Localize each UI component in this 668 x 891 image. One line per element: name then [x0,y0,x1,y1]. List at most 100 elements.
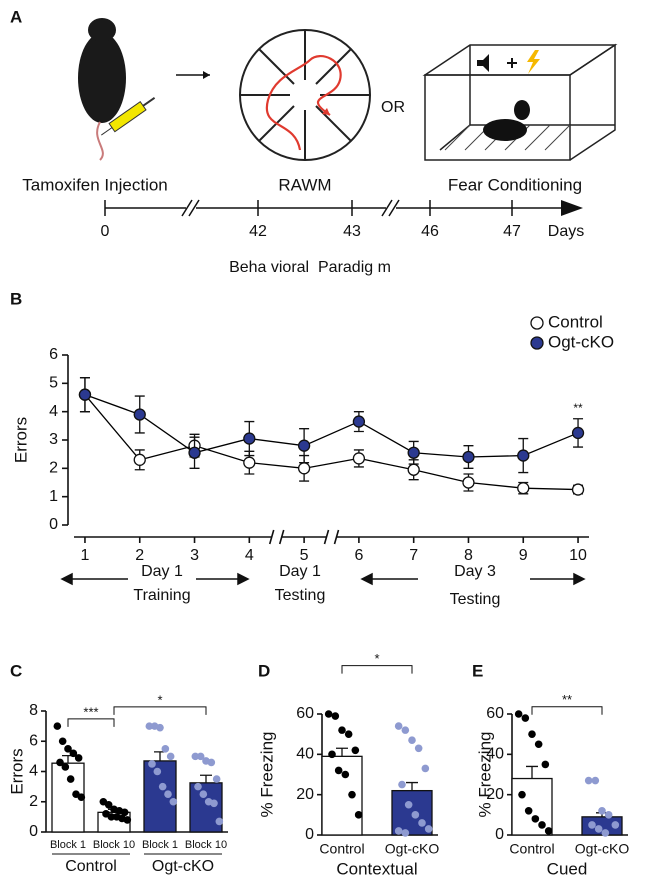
significance-label: *** [83,704,98,719]
legend-label: Control [548,312,603,331]
data-point [191,752,200,761]
legend-label: Ogt-cKO [548,332,614,351]
fear-box [422,43,618,161]
y-tick-label: 20 [296,786,314,803]
marker [243,456,256,469]
x-tick-label: Block 10 [185,839,227,851]
data-point [588,821,596,829]
data-point [148,760,156,768]
data-point [411,811,420,819]
data-point [524,807,533,815]
marker [352,415,366,428]
error-bar [526,765,538,779]
timeline-tick-label: 0 [101,223,110,240]
axis-label: Days [548,223,584,240]
marker [571,483,585,496]
data-point [518,790,526,799]
x-tick-label: Control [509,841,554,857]
maze-arms [240,30,370,160]
x-tick-label: 9 [519,547,528,564]
timeline-arrowhead [561,200,583,216]
x-tick-label: Ogt-cKO [385,841,440,857]
x-tick-label: 8 [464,547,473,564]
data-point [324,710,333,718]
series-line [84,394,579,458]
data-point [210,799,218,808]
data-point [215,817,224,826]
y-tick-label: 0 [29,823,38,840]
data-point [164,790,172,798]
shock-icon [527,50,540,74]
x-tick-label: Block 1 [50,839,86,851]
marker [297,439,311,452]
marker [462,450,475,464]
stage-label: RAWM [278,175,331,194]
legend-marker [530,316,544,330]
x-tick-label: Block 1 [142,839,178,851]
data-point [348,790,356,799]
timeline-tick-label: 42 [249,223,267,240]
data-point [53,722,62,730]
data-point [398,780,406,789]
significance-label: * [157,692,162,707]
y-tick-label: 4 [29,763,38,780]
y-tick-label: 1 [49,488,58,505]
bar [321,755,363,836]
panel-label: A [10,7,22,26]
timeline-tick-label: 43 [343,223,361,240]
x-tick-label: Block 10 [93,839,135,851]
data-point [161,745,170,753]
axis-break [278,529,285,545]
x-tick-label: Ogt-cKO [575,841,630,857]
series-line [84,394,579,491]
data-point [421,764,430,773]
data-point [424,825,433,833]
significance-bracket [531,706,603,715]
y-tick-label: 20 [486,786,504,803]
x-tick-label: 4 [245,547,254,564]
x-tick-label: 6 [354,547,363,564]
data-point [104,800,113,809]
y-axis-label: Errors [7,748,26,794]
x-tick-label: 7 [409,547,418,564]
x-tick-label: 5 [300,547,309,564]
data-point [604,811,613,819]
marker [571,426,585,440]
data-point [408,736,416,745]
x-tick-label: 3 [190,547,199,564]
error-bar [200,774,212,783]
data-point [528,730,536,738]
data-point [58,737,67,746]
significance-label: ** [562,692,572,707]
error-bar [336,747,348,757]
y-tick-label: 5 [49,375,58,392]
panel-label: D [258,661,270,680]
group-label: Ogt-cKO [152,858,214,875]
marker [462,476,475,489]
data-point [56,758,64,767]
x-tick-label: 2 [135,547,144,564]
data-point [351,746,360,755]
marker [243,432,256,445]
axis-break [333,529,340,545]
maze-path [265,54,342,151]
data-point [338,726,346,734]
error-bar [406,781,418,791]
timeline-tick-label: 47 [503,223,521,240]
data-point [394,827,403,835]
data-point [414,744,423,753]
data-point [598,807,606,815]
marker [133,453,146,466]
y-tick-label: 2 [29,793,38,810]
significance-bracket [113,706,207,715]
data-point [156,723,164,732]
data-point [594,825,603,833]
axis-break [268,529,275,545]
data-point [331,712,340,720]
data-point [169,797,178,806]
data-point [521,714,530,722]
marker [407,463,420,476]
caption: Beha vioral Paradig m [229,259,391,276]
data-point [196,752,205,761]
y-tick-label: 0 [495,826,504,843]
